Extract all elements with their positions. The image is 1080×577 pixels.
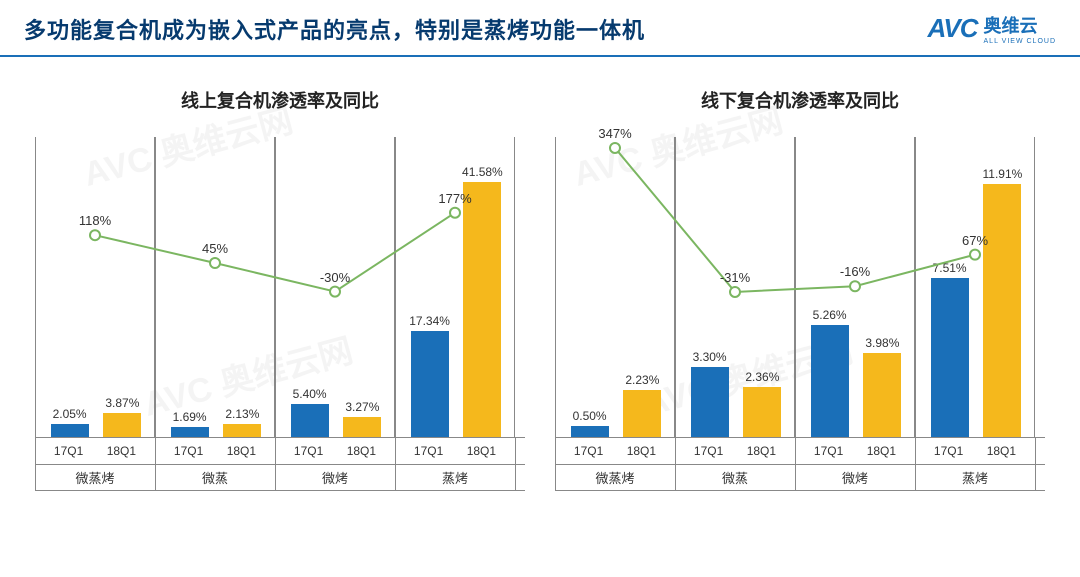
line-value-label: 67% (950, 233, 1000, 248)
x-category-label: 微蒸烤 (555, 468, 675, 487)
line-marker (210, 258, 220, 268)
line-value-label: -16% (830, 264, 880, 279)
x-tick-label: 18Q1 (736, 444, 786, 458)
x-category-label: 微烤 (275, 468, 395, 487)
plot-region: 0.50%2.23%3.30%2.36%5.26%3.98%7.51%11.91… (555, 138, 1045, 438)
x-axis-sep (555, 464, 1045, 465)
logo-cn-text: 奥维云 (984, 16, 1038, 36)
x-grid-sep (35, 438, 36, 490)
x-axis-bottom (555, 490, 1045, 491)
x-category-label: 蒸烤 (915, 468, 1035, 487)
x-tick-label: 17Q1 (44, 444, 94, 458)
chart-panel-online: 线上复合机渗透率及同比 2.05%3.87%1.69%2.13%5.40%3.2… (35, 87, 525, 498)
chart-panel-offline: 线下复合机渗透率及同比 0.50%2.23%3.30%2.36%5.26%3.9… (555, 87, 1045, 498)
x-grid-sep (275, 438, 276, 490)
x-tick-label: 17Q1 (804, 444, 854, 458)
line-marker (450, 208, 460, 218)
x-grid-sep (395, 438, 396, 490)
x-axis-bottom (35, 490, 525, 491)
plot-region: 2.05%3.87%1.69%2.13%5.40%3.27%17.34%41.5… (35, 138, 525, 438)
line-overlay (35, 138, 525, 437)
x-tick-label: 17Q1 (284, 444, 334, 458)
line-overlay (555, 138, 1045, 437)
trend-line (95, 213, 455, 292)
line-marker (970, 250, 980, 260)
trend-line (615, 148, 975, 292)
chart-title: 线上复合机渗透率及同比 (35, 87, 525, 113)
x-category-label: 蒸烤 (395, 468, 515, 487)
line-marker (610, 143, 620, 153)
x-grid-sep (675, 438, 676, 490)
line-marker (730, 287, 740, 297)
x-tick-label: 17Q1 (684, 444, 734, 458)
x-axis-sep (35, 464, 525, 465)
line-marker (330, 287, 340, 297)
header: 多功能复合机成为嵌入式产品的亮点，特别是蒸烤功能一体机 AVC 奥维云 ALL … (0, 0, 1080, 57)
charts-row: 线上复合机渗透率及同比 2.05%3.87%1.69%2.13%5.40%3.2… (0, 57, 1080, 518)
x-tick-label: 18Q1 (976, 444, 1026, 458)
chart-area: 0.50%2.23%3.30%2.36%5.26%3.98%7.51%11.91… (555, 138, 1045, 498)
logo-sub-text: ALL VIEW CLOUD (984, 38, 1056, 45)
line-value-label: -31% (710, 270, 760, 285)
x-tick-label: 17Q1 (924, 444, 974, 458)
x-grid-sep (915, 438, 916, 490)
x-grid-sep (515, 438, 516, 490)
line-marker (90, 230, 100, 240)
line-value-label: -30% (310, 270, 360, 285)
x-tick-label: 18Q1 (616, 444, 666, 458)
x-tick-label: 17Q1 (404, 444, 454, 458)
x-tick-label: 18Q1 (456, 444, 506, 458)
x-category-label: 微蒸烤 (35, 468, 155, 487)
x-tick-label: 18Q1 (336, 444, 386, 458)
logo-avc-text: AVC (928, 13, 978, 44)
x-grid-sep (1035, 438, 1036, 490)
x-tick-label: 18Q1 (96, 444, 146, 458)
chart-title: 线下复合机渗透率及同比 (555, 87, 1045, 113)
chart-area: 2.05%3.87%1.69%2.13%5.40%3.27%17.34%41.5… (35, 138, 525, 498)
line-value-label: 118% (70, 213, 120, 228)
x-tick-label: 17Q1 (164, 444, 214, 458)
line-value-label: 45% (190, 241, 240, 256)
x-tick-label: 17Q1 (564, 444, 614, 458)
line-value-label: 177% (430, 191, 480, 206)
x-category-label: 微烤 (795, 468, 915, 487)
page-title: 多功能复合机成为嵌入式产品的亮点，特别是蒸烤功能一体机 (24, 13, 645, 45)
brand-logo: AVC 奥维云 ALL VIEW CLOUD (928, 12, 1056, 45)
line-value-label: 347% (590, 126, 640, 141)
x-category-label: 微蒸 (155, 468, 275, 487)
x-grid-sep (155, 438, 156, 490)
x-category-label: 微蒸 (675, 468, 795, 487)
line-marker (850, 281, 860, 291)
x-tick-label: 18Q1 (856, 444, 906, 458)
x-grid-sep (555, 438, 556, 490)
x-grid-sep (795, 438, 796, 490)
x-tick-label: 18Q1 (216, 444, 266, 458)
